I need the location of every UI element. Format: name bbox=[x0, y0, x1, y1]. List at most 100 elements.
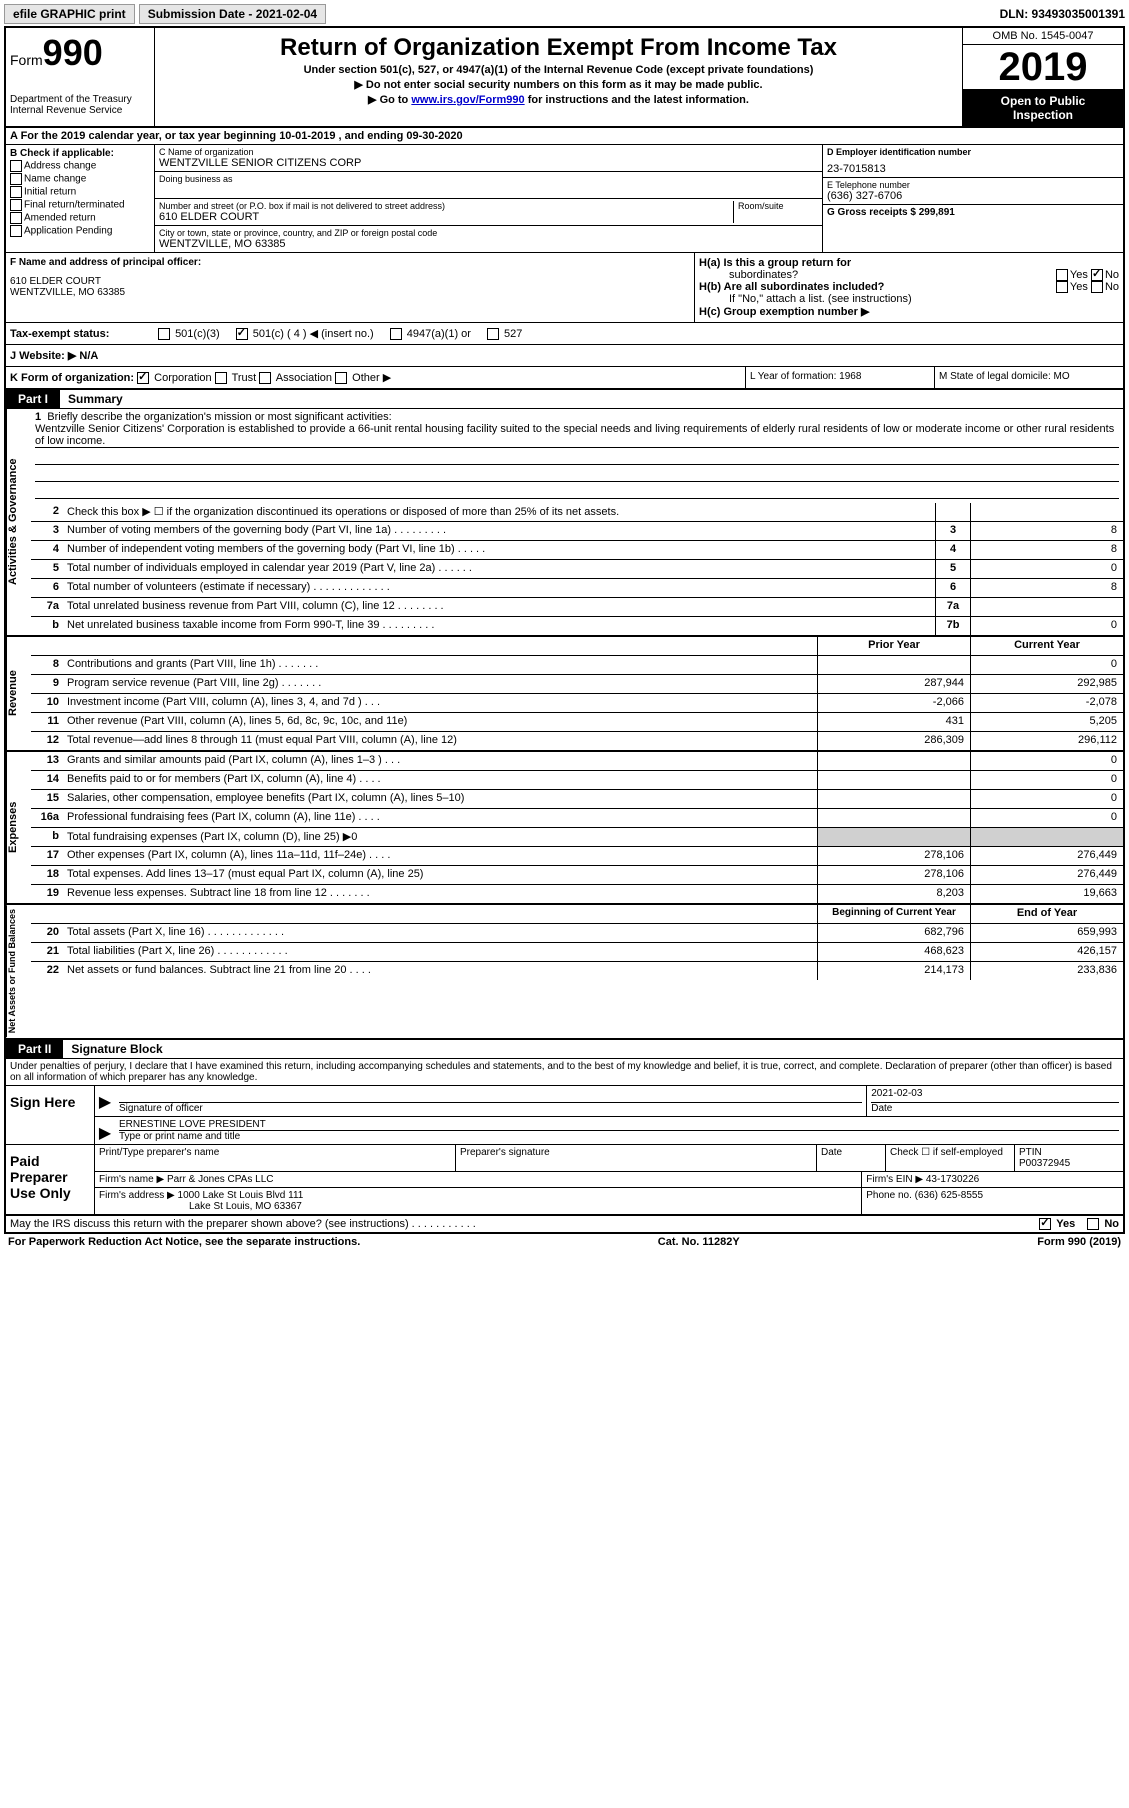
form-prefix: Form bbox=[10, 52, 43, 68]
chk-initial-return[interactable] bbox=[10, 186, 22, 198]
header-left: Form990 Department of the Treasury Inter… bbox=[6, 28, 155, 126]
line-num: 12 bbox=[31, 732, 63, 750]
chk-hb-no[interactable] bbox=[1091, 281, 1103, 293]
officer-name-title: ERNESTINE LOVE PRESIDENT bbox=[119, 1119, 1119, 1131]
lbl-address-change: Address change bbox=[24, 161, 96, 172]
chk-app-pending[interactable] bbox=[10, 225, 22, 237]
sig-date-value: 2021-02-03 bbox=[871, 1088, 1119, 1103]
h-note: If "No," attach a list. (see instruction… bbox=[699, 293, 1119, 305]
opt-501c3: 501(c)(3) bbox=[175, 328, 220, 340]
line-text: Check this box ▶ ☐ if the organization d… bbox=[63, 503, 935, 521]
lbl-amended: Amended return bbox=[24, 213, 96, 224]
chk-discuss-yes[interactable] bbox=[1039, 1218, 1051, 1230]
omb-number: OMB No. 1545-0047 bbox=[963, 28, 1123, 45]
prior-year-value: 278,106 bbox=[817, 847, 970, 865]
phone-label: Phone no. bbox=[866, 1190, 912, 1201]
current-year-value: 0 bbox=[970, 771, 1123, 789]
phone-value: (636) 327-6706 bbox=[827, 190, 1119, 202]
line-text: Benefits paid to or for members (Part IX… bbox=[63, 771, 817, 789]
current-year-value: 5,205 bbox=[970, 713, 1123, 731]
line-text: Contributions and grants (Part VIII, lin… bbox=[63, 656, 817, 674]
part2-title: Signature Block bbox=[63, 1040, 170, 1058]
chk-corp[interactable] bbox=[137, 372, 149, 384]
chk-ha-no[interactable] bbox=[1091, 269, 1103, 281]
mission-text: Wentzville Senior Citizens' Corporation … bbox=[35, 423, 1119, 448]
firm-addr1: 1000 Lake St Louis Blvd 111 bbox=[178, 1190, 304, 1201]
chk-other[interactable] bbox=[335, 372, 347, 384]
part1-tab: Part I bbox=[6, 390, 60, 408]
inspect-1: Open to Public bbox=[967, 94, 1119, 108]
firm-name: Parr & Jones CPAs LLC bbox=[167, 1174, 274, 1185]
street-address: 610 ELDER COURT bbox=[159, 211, 729, 223]
header-right: OMB No. 1545-0047 2019 Open to Public In… bbox=[962, 28, 1123, 126]
current-year-value: 426,157 bbox=[970, 943, 1123, 961]
chk-name-change[interactable] bbox=[10, 173, 22, 185]
opt-corp: Corporation bbox=[154, 372, 211, 384]
line-text: Total expenses. Add lines 13–17 (must eq… bbox=[63, 866, 817, 884]
prior-year-value: 682,796 bbox=[817, 924, 970, 942]
arrow-icon: ▶ bbox=[95, 1117, 115, 1144]
chk-discuss-no[interactable] bbox=[1087, 1218, 1099, 1230]
current-year-value: -2,078 bbox=[970, 694, 1123, 712]
chk-ha-yes[interactable] bbox=[1056, 269, 1068, 281]
line-text: Revenue less expenses. Subtract line 18 … bbox=[63, 885, 817, 903]
part2-tab: Part II bbox=[6, 1040, 63, 1058]
line-text: Total liabilities (Part X, line 26) . . … bbox=[63, 943, 817, 961]
website-value: N/A bbox=[79, 350, 98, 362]
opt-527: 527 bbox=[504, 328, 522, 340]
firm-phone: (636) 625-8555 bbox=[915, 1190, 983, 1201]
line-num: 4 bbox=[31, 541, 63, 559]
line-num: 15 bbox=[31, 790, 63, 808]
chk-amended[interactable] bbox=[10, 212, 22, 224]
discuss-question: May the IRS discuss this return with the… bbox=[10, 1218, 1039, 1230]
ein-value: 23-7015813 bbox=[827, 163, 1119, 175]
line-num: b bbox=[31, 617, 63, 635]
chk-final-return[interactable] bbox=[10, 199, 22, 211]
chk-4947[interactable] bbox=[390, 328, 402, 340]
lbl-final-return: Final return/terminated bbox=[24, 200, 125, 211]
dept-treasury: Department of the Treasury bbox=[10, 94, 150, 105]
line-text: Total fundraising expenses (Part IX, col… bbox=[63, 828, 817, 846]
line-text: Program service revenue (Part VIII, line… bbox=[63, 675, 817, 693]
line-num: 19 bbox=[31, 885, 63, 903]
line-value bbox=[970, 598, 1123, 616]
form-number: 990 bbox=[43, 32, 103, 73]
line-num: 17 bbox=[31, 847, 63, 865]
ptin-label: PTIN bbox=[1019, 1147, 1119, 1158]
chk-501c[interactable] bbox=[236, 328, 248, 340]
firm-ein-label: Firm's EIN ▶ bbox=[866, 1174, 923, 1185]
dln-label: DLN: 93493035001391 bbox=[1000, 7, 1125, 21]
form990-link[interactable]: www.irs.gov/Form990 bbox=[411, 94, 524, 106]
hdr-beg-year: Beginning of Current Year bbox=[817, 905, 970, 923]
line-num: 5 bbox=[31, 560, 63, 578]
chk-address-change[interactable] bbox=[10, 160, 22, 172]
sig-intro: Under penalties of perjury, I declare th… bbox=[6, 1059, 1123, 1086]
g-gross-receipts: G Gross receipts $ 299,891 bbox=[827, 207, 955, 218]
line-text: Other expenses (Part IX, column (A), lin… bbox=[63, 847, 817, 865]
current-year-value: 19,663 bbox=[970, 885, 1123, 903]
prior-year-value bbox=[817, 656, 970, 674]
chk-hb-yes[interactable] bbox=[1056, 281, 1068, 293]
chk-assoc[interactable] bbox=[259, 372, 271, 384]
chk-trust[interactable] bbox=[215, 372, 227, 384]
discuss-yes: Yes bbox=[1056, 1218, 1075, 1230]
footer-pra: For Paperwork Reduction Act Notice, see … bbox=[8, 1236, 360, 1248]
line-text: Total unrelated business revenue from Pa… bbox=[63, 598, 935, 616]
firm-addr-label: Firm's address ▶ bbox=[99, 1190, 175, 1201]
current-year-value: 276,449 bbox=[970, 847, 1123, 865]
line-box: 3 bbox=[935, 522, 970, 540]
opt-assoc: Association bbox=[276, 372, 332, 384]
prior-year-value: 287,944 bbox=[817, 675, 970, 693]
line-value: 8 bbox=[970, 522, 1123, 540]
line-num: 3 bbox=[31, 522, 63, 540]
chk-527[interactable] bbox=[487, 328, 499, 340]
side-revenue: Revenue bbox=[6, 637, 31, 750]
prior-year-value bbox=[817, 790, 970, 808]
firm-addr2: Lake St Louis, MO 63367 bbox=[99, 1201, 857, 1212]
line-num: 13 bbox=[31, 752, 63, 770]
ha-label: H(a) Is this a group return for bbox=[699, 257, 851, 269]
header-mid: Return of Organization Exempt From Incom… bbox=[155, 28, 962, 126]
chk-501c3[interactable] bbox=[158, 328, 170, 340]
line-box: 7b bbox=[935, 617, 970, 635]
prior-year-value bbox=[817, 828, 970, 846]
